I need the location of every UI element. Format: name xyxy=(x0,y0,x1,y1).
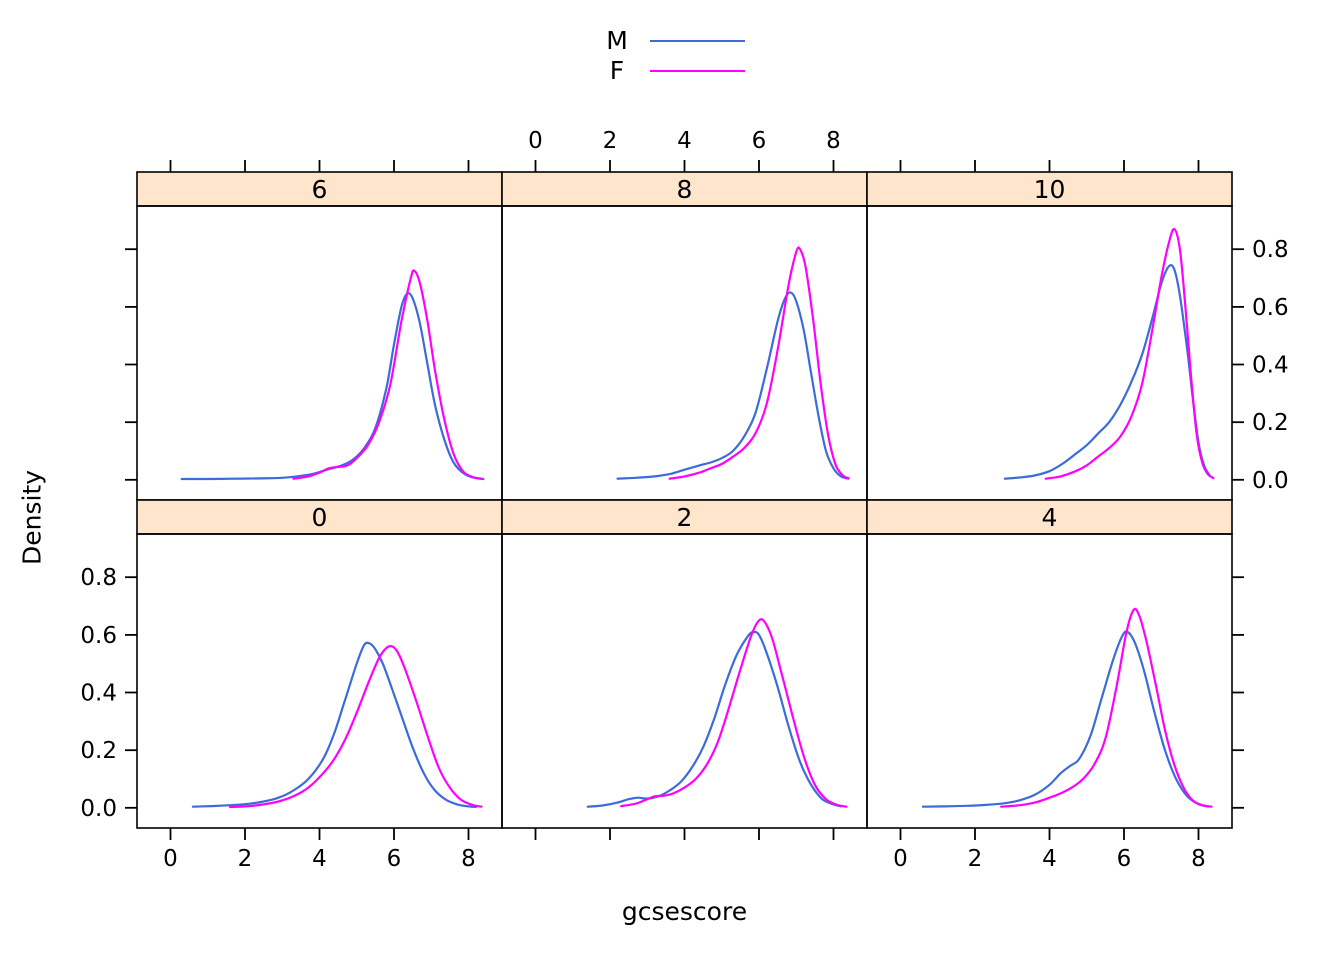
legend-line-sample xyxy=(650,70,745,72)
panel-border xyxy=(501,533,868,829)
x-tick-label-bottom: 2 xyxy=(968,846,983,872)
density-curve-M xyxy=(921,630,1209,808)
x-axis-title: gcsescore xyxy=(621,897,748,926)
y-tick-label-right: 0.0 xyxy=(1252,468,1289,494)
x-tick-label-top: 0 xyxy=(528,128,543,154)
y-tick-label-left: 0.6 xyxy=(80,623,117,649)
strip xyxy=(866,171,1233,207)
legend-item-M: M xyxy=(598,26,745,56)
panel-2: 2 xyxy=(501,499,868,829)
strip-label: 2 xyxy=(677,503,693,532)
x-tick-label-bottom: 6 xyxy=(387,846,402,872)
panel-10: 10 xyxy=(866,171,1233,501)
density-curve-M xyxy=(1003,264,1211,480)
density-curve-M xyxy=(616,291,850,480)
legend-item-F: F xyxy=(598,56,745,86)
panel-curves xyxy=(191,641,483,809)
panel-6: 6 xyxy=(136,171,503,501)
x-tick-label-bottom: 0 xyxy=(893,846,908,872)
y-tick-label-right: 0.4 xyxy=(1252,353,1289,379)
y-tick-label-left: 0.2 xyxy=(80,738,117,764)
y-tick-label-right: 0.6 xyxy=(1252,295,1289,321)
density-curve-M xyxy=(191,641,477,809)
x-tick-label-bottom: 8 xyxy=(461,846,476,872)
y-tick-label-left: 0.8 xyxy=(80,565,117,591)
x-tick-label-top: 4 xyxy=(677,128,692,154)
density-curve-F xyxy=(668,246,850,480)
panel-4: 4 xyxy=(866,499,1233,829)
x-tick-label-bottom: 4 xyxy=(312,846,327,872)
density-curve-F xyxy=(1044,227,1215,480)
density-curve-M xyxy=(180,292,485,481)
strip xyxy=(136,499,503,535)
y-axis-title: Density xyxy=(17,469,47,566)
panel-border xyxy=(866,205,1233,501)
strip xyxy=(501,171,868,207)
x-tick-label-bottom: 8 xyxy=(1191,846,1206,872)
y-tick-label-right: 0.8 xyxy=(1252,237,1289,263)
panel-curves xyxy=(1003,227,1215,480)
panel-curves xyxy=(586,618,848,808)
x-tick-label-bottom: 0 xyxy=(163,846,178,872)
strip xyxy=(866,499,1233,535)
y-tick-label-left: 0.4 xyxy=(80,681,117,707)
panel-border xyxy=(866,533,1233,829)
strip-label: 4 xyxy=(1042,503,1058,532)
axes: 0 2 4 6 8 0 2 4 6 8 0 2 4 6 8 0.0 0.2 0.4 0.6 0.8 0.0 0.2 0.4 0… xyxy=(80,128,1288,872)
panel-curves xyxy=(921,607,1213,808)
strip-label: 6 xyxy=(312,175,328,204)
panel-0: 0 xyxy=(136,499,503,829)
x-tick-label-bottom: 4 xyxy=(1042,846,1057,872)
x-tick-label-top: 6 xyxy=(752,128,767,154)
density-curve-F xyxy=(292,269,483,480)
panel-curves xyxy=(616,246,850,480)
x-tick-label-bottom: 6 xyxy=(1117,846,1132,872)
panel-border xyxy=(136,205,503,501)
x-tick-label-bottom: 2 xyxy=(238,846,253,872)
density-curve-F xyxy=(229,644,483,809)
y-tick-label-left: 0.0 xyxy=(80,796,117,822)
y-tick-label-right: 0.2 xyxy=(1252,410,1289,436)
legend-label: M xyxy=(606,26,628,55)
strip-label: 0 xyxy=(312,503,328,532)
strip xyxy=(136,171,503,207)
panel-border xyxy=(501,205,868,501)
legend-label: F xyxy=(609,56,625,85)
x-tick-label-top: 8 xyxy=(826,128,841,154)
panel-8: 8 xyxy=(501,171,868,501)
density-curve-F xyxy=(620,618,848,808)
legend-line-sample xyxy=(650,40,745,42)
strip-label: 10 xyxy=(1034,175,1066,204)
density-curve-F xyxy=(1000,607,1213,808)
x-tick-label-top: 2 xyxy=(603,128,618,154)
strip-label: 8 xyxy=(677,175,693,204)
panel-curves xyxy=(180,269,485,481)
density-curve-M xyxy=(586,630,842,808)
